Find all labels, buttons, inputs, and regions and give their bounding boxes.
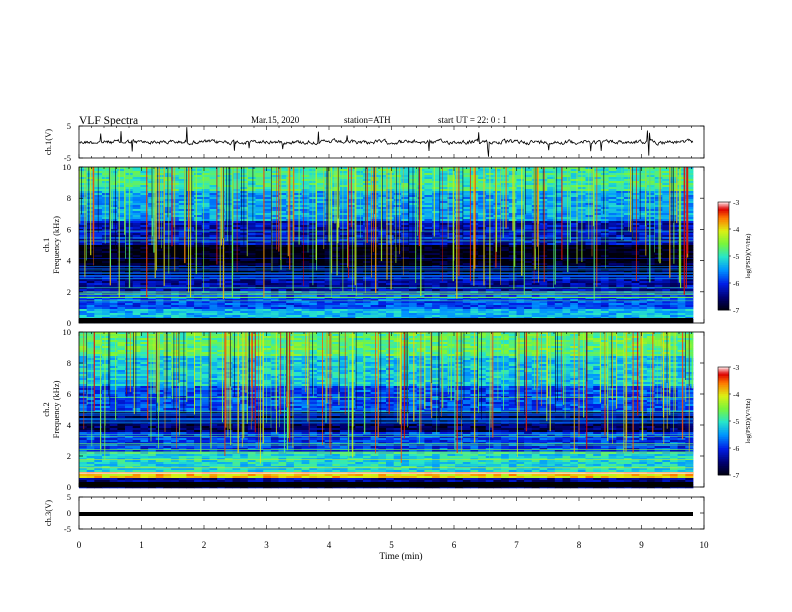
- y-tick-label: 5: [67, 492, 71, 502]
- waveform-trace: [78, 127, 694, 157]
- colorbar-tick-label: -6: [733, 279, 739, 288]
- x-tick-label: 3: [264, 540, 269, 550]
- y-tick-label: 2: [67, 287, 71, 297]
- figure-title: VLF Spectra: [79, 115, 138, 127]
- colorbar-tick-label: -7: [733, 471, 739, 480]
- x-tick-label: 10: [700, 540, 710, 550]
- colorbar-tick-label: -5: [733, 252, 739, 261]
- time-axis: 0 1 2 3 4 5 6 7 8 9 10: [77, 540, 709, 550]
- x-tick-label: 6: [452, 540, 457, 550]
- y-tick-label: 8: [67, 193, 71, 203]
- ch1-colorbar: -3 -4 -5 -6 -7 log(PSD)(V²/Hz): [717, 198, 752, 315]
- y-tick-label: 10: [63, 162, 72, 172]
- y-tick-label: 6: [67, 389, 71, 399]
- x-tick-label: 9: [639, 540, 644, 550]
- y-tick-label: 4: [67, 256, 72, 266]
- ch2-spectrogram-panel: 0 2 4 6 8 10 ch.2 Frequency (kHz): [41, 327, 705, 492]
- start-time-label: start UT = 22: 0 : 1: [438, 115, 507, 125]
- y-axis-label: Frequency (kHz): [51, 216, 61, 274]
- colorbar-label: log(PSD)(V²/Hz): [745, 399, 752, 444]
- y-tick-label: 4: [67, 420, 72, 430]
- channel-label: ch.2: [41, 402, 51, 416]
- colorbar-tick-label: -4: [733, 390, 739, 399]
- ch3-waveform-panel: 5 0 -5 ch.3(V): [43, 492, 705, 534]
- ch2-colorbar: -3 -4 -5 -6 -7 log(PSD)(V²/Hz): [717, 363, 752, 480]
- y-tick-label: 0: [67, 482, 71, 492]
- y-tick-label: 2: [67, 451, 71, 461]
- y-axis-label: Frequency (kHz): [51, 380, 61, 438]
- y-axis-label: ch.1(V): [43, 129, 53, 155]
- x-tick-label: 4: [327, 540, 332, 550]
- y-tick-label: 6: [67, 224, 71, 234]
- ch1-spectrogram-panel: 0 2 4 6 8 10 ch.1 Frequency (kHz): [41, 162, 705, 328]
- station-label: station=ATH: [344, 115, 391, 125]
- colorbar-label: log(PSD)(V²/Hz): [745, 234, 752, 279]
- x-tick-label: 5: [389, 540, 394, 550]
- x-tick-label: 8: [577, 540, 582, 550]
- y-tick-label: 0: [67, 508, 71, 518]
- date-label: Mar.15, 2020: [251, 115, 300, 125]
- colorbar-tick-label: -5: [733, 417, 739, 426]
- y-tick-label: 10: [63, 327, 72, 337]
- x-tick-label: 0: [77, 540, 82, 550]
- x-tick-label: 1: [139, 540, 144, 550]
- colorbar-tick-label: -7: [733, 306, 739, 315]
- colorbar-tick-label: -4: [733, 225, 739, 234]
- y-tick-label: -5: [64, 153, 71, 163]
- colorbar-tick-label: -6: [733, 444, 739, 453]
- x-tick-label: 2: [202, 540, 207, 550]
- y-tick-label: 5: [67, 121, 71, 131]
- colorbar-tick-label: -3: [733, 363, 739, 372]
- colorbar-tick-label: -3: [733, 198, 739, 207]
- y-axis-label: ch.3(V): [43, 500, 53, 526]
- ch1-waveform-panel: 5 -5 ch.1(V): [43, 121, 705, 163]
- y-tick-label: 0: [67, 318, 71, 328]
- waveform-frame: [78, 125, 705, 159]
- x-axis-label: Time (min): [379, 551, 422, 562]
- channel-label: ch.1: [41, 238, 51, 252]
- y-tick-label: 8: [67, 358, 71, 368]
- y-tick-label: -5: [64, 524, 71, 534]
- x-tick-label: 7: [514, 540, 519, 550]
